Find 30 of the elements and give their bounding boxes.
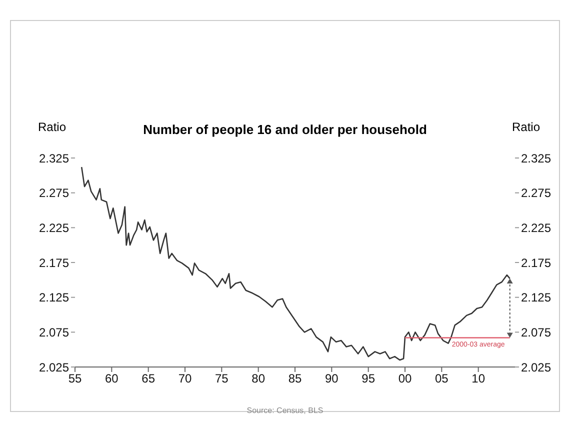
y-tick-label: 2.125 [38, 290, 70, 305]
y-axis-title: Ratio [38, 120, 66, 134]
x-tick-label: 70 [178, 372, 192, 386]
source-note: Source: Census, BLS [246, 406, 324, 415]
y-tick-label: 2.275 [38, 186, 70, 200]
y2-tick-label: 2.225 [521, 220, 552, 235]
x-tick-label: 85 [288, 372, 302, 386]
chart-title: Number of people 16 and older per household [143, 122, 427, 137]
y2-tick-label: 2.075 [521, 325, 552, 340]
y2-tick-label: 2.025 [521, 360, 552, 374]
x-tick-label: 95 [362, 372, 376, 386]
x-tick-label: 05 [434, 372, 449, 386]
x-tick-label: 55 [68, 372, 82, 386]
y2-tick-label: 2.275 [521, 186, 552, 200]
x-tick-label: 80 [252, 372, 266, 386]
y-tick-label: 2.025 [38, 360, 70, 374]
y-tick-label: 2.175 [38, 256, 70, 270]
y-tick-label: 2.225 [38, 220, 70, 235]
x-tick-label: 10 [472, 372, 486, 386]
x-tick-label: 60 [104, 372, 119, 386]
y2-tick-label: 2.125 [521, 290, 552, 305]
y-tick-label: 2.325 [38, 151, 70, 166]
x-tick-label: 00 [398, 372, 412, 386]
y2-tick-label: 2.325 [521, 151, 552, 166]
x-tick-label: 65 [142, 372, 156, 386]
y2-axis-title: Ratio [512, 120, 540, 134]
y-tick-label: 2.075 [38, 325, 70, 340]
x-tick-label: 90 [324, 372, 339, 386]
y2-tick-label: 2.175 [521, 256, 552, 270]
x-tick-label: 75 [214, 372, 229, 386]
